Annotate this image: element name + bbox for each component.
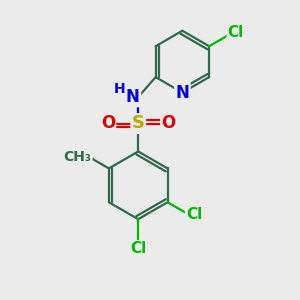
- Text: Cl: Cl: [186, 206, 202, 221]
- Text: O: O: [161, 115, 176, 133]
- Text: Cl: Cl: [228, 26, 244, 40]
- Text: O: O: [101, 115, 115, 133]
- Text: Cl: Cl: [130, 241, 146, 256]
- Text: S: S: [132, 115, 145, 133]
- Text: H: H: [114, 82, 126, 96]
- Text: N: N: [176, 84, 189, 102]
- Text: N: N: [126, 88, 140, 106]
- Text: CH₃: CH₃: [64, 150, 91, 164]
